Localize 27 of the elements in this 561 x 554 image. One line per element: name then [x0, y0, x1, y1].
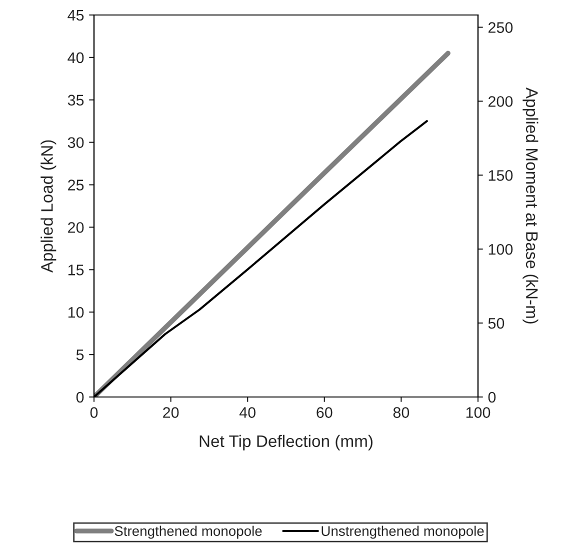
y-tick-label: 35 — [68, 94, 84, 106]
y-tick-label: 15 — [68, 264, 84, 276]
x-tick-label: 40 — [239, 407, 256, 418]
y-axis-title: Applied Load (kN) — [40, 140, 56, 273]
y2-tick-label: 0 — [488, 392, 496, 403]
y-tick-label: 25 — [68, 180, 84, 190]
y2-tick-label: 250 — [488, 22, 513, 33]
y-tick-label: 20 — [68, 222, 84, 233]
x-tick-label: 60 — [316, 407, 332, 418]
y2-tick-label: 150 — [488, 170, 513, 181]
legend-label: Unstrengthened monopole — [322, 526, 484, 539]
y-tick-label: 45 — [68, 10, 84, 21]
x-tick-label: 20 — [163, 407, 179, 418]
y-tick-label: 30 — [68, 137, 84, 148]
legend-label: Strengthened monopole — [114, 526, 262, 539]
x-tick-label: 80 — [393, 407, 410, 418]
x-tick-label: 0 — [90, 407, 98, 418]
y-tick-label: 10 — [68, 306, 84, 318]
y-tick-label: 5 — [76, 350, 84, 360]
y-tick-label: 40 — [68, 52, 84, 64]
x-axis-title: Net Tip Deflection (mm) — [200, 434, 372, 450]
y2-axis-title: Applied Moment at Base (kN-m) — [522, 87, 538, 324]
y-tick-label: 0 — [76, 392, 84, 403]
y2-tick-label: 100 — [488, 244, 513, 255]
x-tick-label: 100 — [466, 407, 490, 418]
y2-tick-label: 200 — [488, 96, 513, 107]
y2-tick-label: 50 — [488, 318, 504, 329]
